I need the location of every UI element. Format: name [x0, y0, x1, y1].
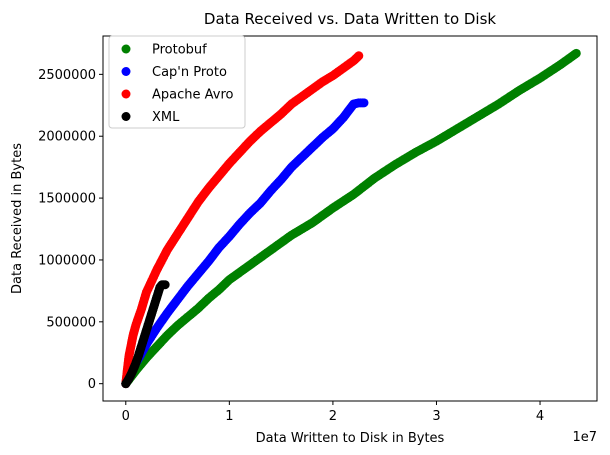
- chart-title: Data Received vs. Data Written to Disk: [204, 10, 497, 28]
- y-axis: 0 500000 1000000 1500000 2000000 2500000: [38, 68, 103, 392]
- data-point: [571, 48, 581, 58]
- x-axis: 0 1 2 3 4: [122, 401, 544, 424]
- y-axis-label: Data Received in Bytes: [10, 143, 25, 294]
- x-tick-label: 1: [225, 409, 233, 424]
- legend-label: Apache Avro: [152, 88, 234, 103]
- plot-frame: [102, 35, 598, 402]
- data-point: [354, 51, 364, 61]
- legend-label: XML: [152, 110, 180, 125]
- y-tick-label: 500000: [46, 315, 96, 330]
- data-point: [359, 98, 369, 108]
- legend-marker: [121, 112, 131, 121]
- legend-label: Cap'n Proto: [152, 65, 227, 80]
- series-xml: [121, 280, 170, 389]
- legend-marker: [121, 44, 131, 54]
- legend: Protobuf Cap'n Proto Apache Avro XML: [108, 35, 246, 129]
- y-tick-label: 2000000: [38, 130, 96, 145]
- x-tick-label: 0: [122, 409, 130, 424]
- series-apache-avro: [121, 51, 364, 389]
- x-axis-label: Data Written to Disk in Bytes: [256, 431, 445, 446]
- legend-marker: [121, 89, 131, 99]
- legend-label: Protobuf: [152, 43, 207, 58]
- legend-marker: [121, 67, 131, 76]
- data-point: [160, 280, 170, 290]
- legend-box: [108, 35, 246, 129]
- y-tick-label: 0: [88, 377, 96, 392]
- y-tick-label: 2500000: [38, 68, 96, 83]
- series-cap-n-proto: [121, 98, 369, 389]
- y-tick-label: 1000000: [38, 253, 96, 268]
- y-tick-label: 1500000: [38, 192, 96, 207]
- plot-area: [121, 48, 581, 389]
- x-tick-label: 2: [329, 409, 337, 424]
- x-tick-label: 3: [432, 409, 440, 424]
- x-axis-offset-text: 1e7: [572, 430, 597, 445]
- x-tick-label: 4: [536, 409, 544, 424]
